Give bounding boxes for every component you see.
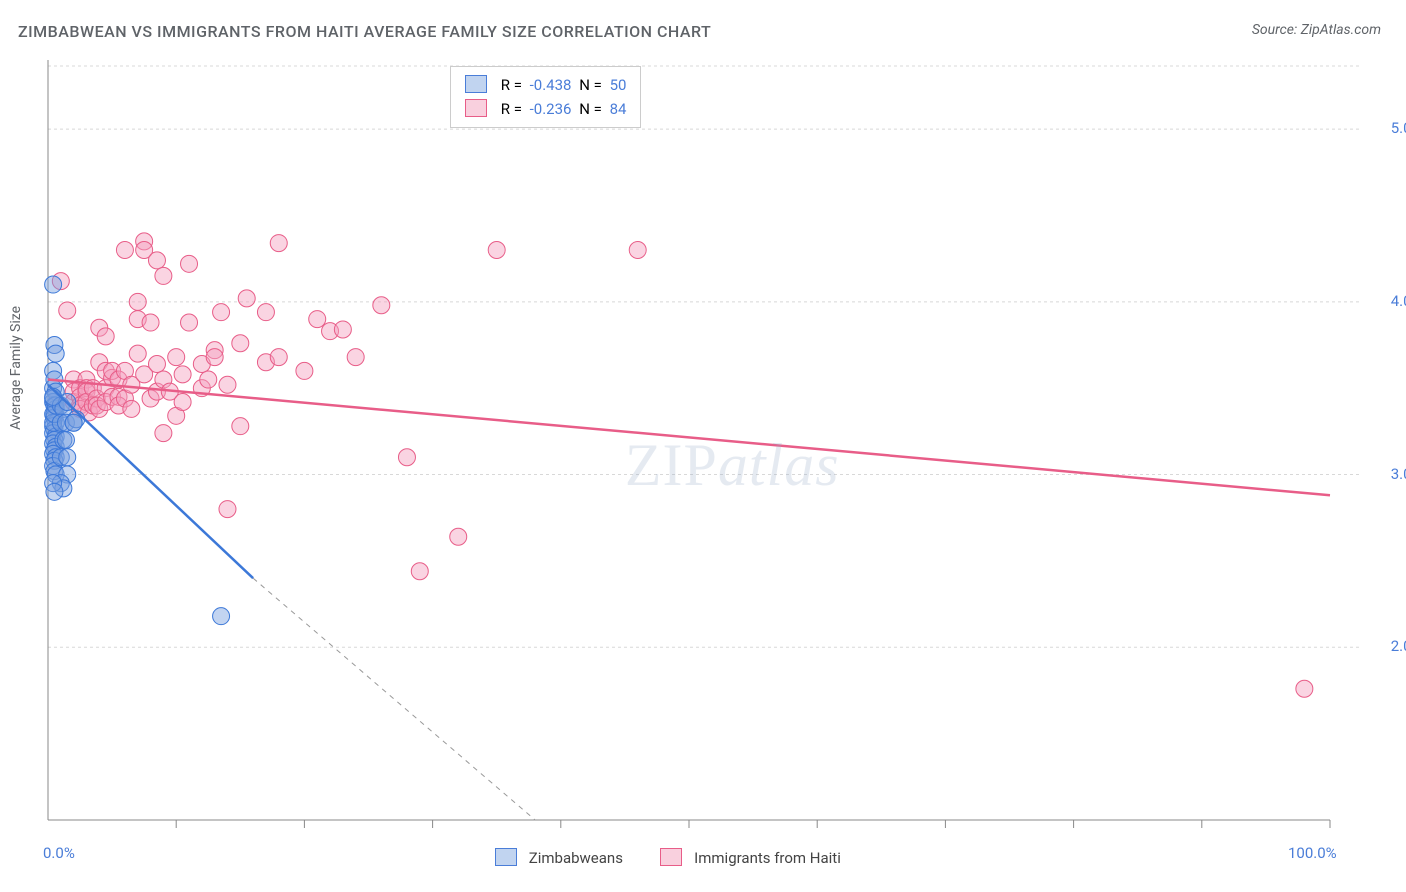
series-label-zimbabweans: Zimbabweans [529, 849, 623, 867]
spacer [571, 100, 575, 118]
y-tick-label: 5.00 [1360, 119, 1406, 137]
correlation-legend: R = -0.438 N = 50 R = -0.236 N = 84 [450, 66, 641, 128]
r-label: R = [501, 100, 526, 118]
x-tick-label: 100.0% [1288, 844, 1337, 862]
r-value-haiti: -0.236 [530, 100, 572, 118]
y-tick-label: 2.00 [1360, 637, 1406, 655]
legend-row-haiti: R = -0.236 N = 84 [465, 97, 626, 121]
n-label: N = [579, 76, 605, 94]
n-value-haiti: 84 [610, 100, 627, 118]
swatch-zimbabweans [495, 848, 517, 866]
y-tick-label: 4.00 [1360, 292, 1406, 310]
swatch-zimbabweans [465, 75, 487, 93]
n-label: N = [579, 100, 605, 118]
swatch-haiti [465, 99, 487, 117]
x-tick-label: 0.0% [43, 844, 75, 862]
r-value-zimbabweans: -0.438 [530, 76, 572, 94]
r-label: R = [501, 76, 526, 94]
series-label-haiti: Immigrants from Haiti [694, 849, 841, 867]
y-tick-label: 3.00 [1360, 465, 1406, 483]
scatter-chart [0, 0, 1406, 892]
legend-row-zimbabweans: R = -0.438 N = 50 [465, 73, 626, 97]
series-legend: Zimbabweans Immigrants from Haiti [495, 848, 841, 867]
swatch-haiti [660, 848, 682, 866]
spacer [571, 76, 575, 94]
n-value-zimbabweans: 50 [610, 76, 627, 94]
